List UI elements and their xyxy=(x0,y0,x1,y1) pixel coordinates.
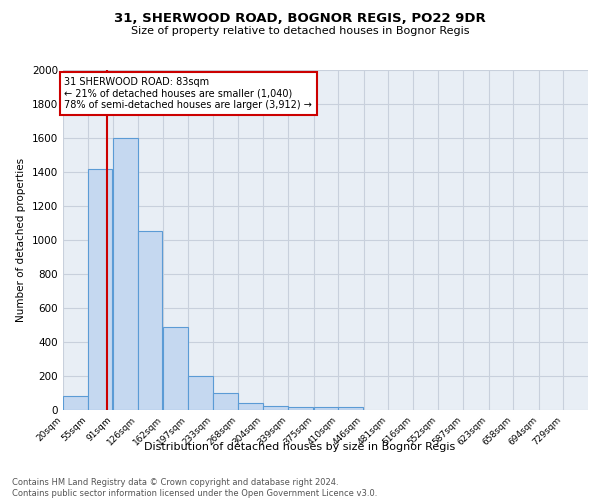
Bar xyxy=(288,406,313,410)
Bar xyxy=(338,408,363,410)
Bar xyxy=(214,393,238,410)
Text: 31, SHERWOOD ROAD, BOGNOR REGIS, PO22 9DR: 31, SHERWOOD ROAD, BOGNOR REGIS, PO22 9D… xyxy=(114,12,486,26)
Bar xyxy=(314,408,338,410)
Y-axis label: Number of detached properties: Number of detached properties xyxy=(16,158,26,322)
Bar xyxy=(263,406,288,410)
Text: Distribution of detached houses by size in Bognor Regis: Distribution of detached houses by size … xyxy=(145,442,455,452)
Bar xyxy=(113,138,138,410)
Bar xyxy=(163,326,188,410)
Bar xyxy=(238,403,263,410)
Text: Size of property relative to detached houses in Bognor Regis: Size of property relative to detached ho… xyxy=(131,26,469,36)
Text: 31 SHERWOOD ROAD: 83sqm
← 21% of detached houses are smaller (1,040)
78% of semi: 31 SHERWOOD ROAD: 83sqm ← 21% of detache… xyxy=(64,77,312,110)
Bar xyxy=(63,396,88,410)
Bar xyxy=(188,376,212,410)
Bar xyxy=(138,232,163,410)
Text: Contains HM Land Registry data © Crown copyright and database right 2024.
Contai: Contains HM Land Registry data © Crown c… xyxy=(12,478,377,498)
Bar xyxy=(88,168,112,410)
